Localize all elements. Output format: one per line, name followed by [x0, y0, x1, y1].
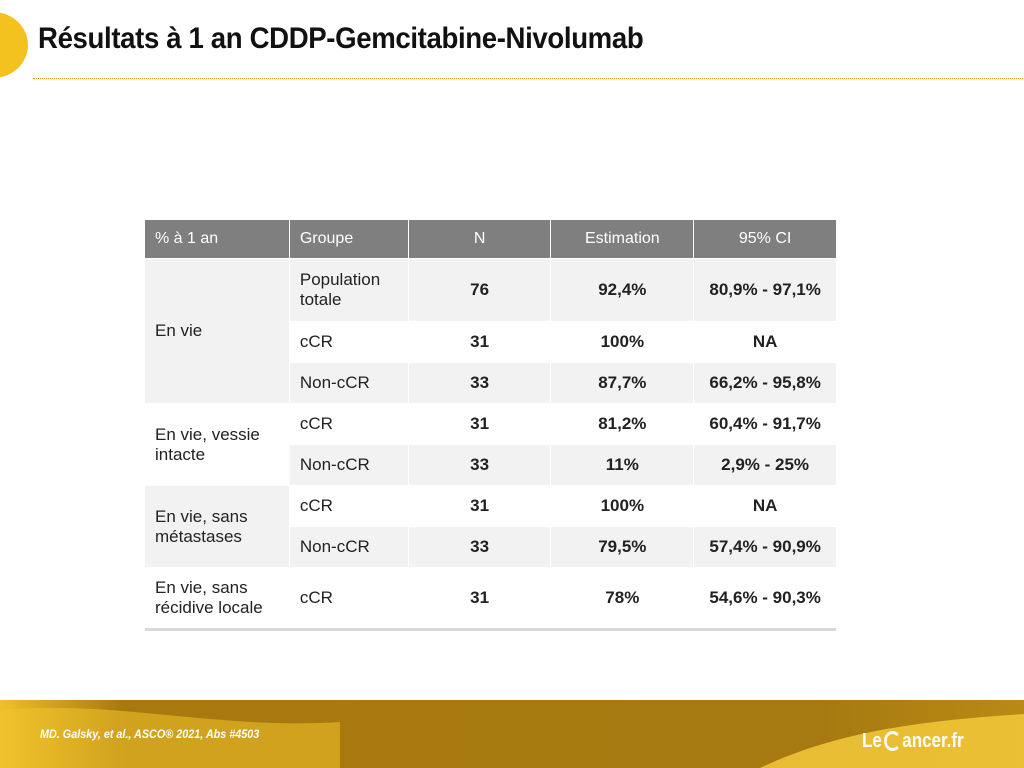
n-cell: 31 [408, 403, 552, 445]
n-cell: 31 [408, 321, 552, 363]
estimation-cell: 100% [550, 321, 695, 363]
results-table: % à 1 an Groupe N Estimation 95% CI En v… [145, 220, 836, 631]
groupe-cell: cCR [289, 485, 409, 527]
category-cell: En vie, vessie intacte [145, 403, 290, 486]
ci-cell: 54,6% - 90,3% [693, 567, 836, 630]
category-cell: En vie [145, 258, 290, 404]
estimation-cell: 78% [550, 567, 695, 630]
category-cell: En vie, sans métastases [145, 485, 290, 568]
table-row: En vie, vessie intacte cCR 31 81,2% 60,4… [145, 403, 836, 486]
n-cell: 33 [408, 444, 552, 486]
header-groupe: Groupe [289, 220, 409, 259]
citation-text: MD. Galsky, et al., ASCO® 2021, Abs #450… [40, 727, 260, 741]
estimation-cell: 92,4% [550, 258, 695, 322]
title-divider [33, 78, 1023, 79]
ci-cell: 80,9% - 97,1% [693, 258, 836, 322]
header-percent: % à 1 an [145, 220, 290, 259]
groupe-cell: Non-cCR [289, 362, 409, 404]
table-header-row: % à 1 an Groupe N Estimation 95% CI [145, 220, 836, 259]
groupe-cell: Non-cCR [289, 526, 409, 568]
ci-cell: 2,9% - 25% [693, 444, 836, 486]
table-row: En vie, sans métastases cCR 31 100% NA [145, 485, 836, 568]
accent-circle [0, 12, 28, 78]
n-cell: 31 [408, 567, 552, 630]
logo-c-icon [884, 731, 902, 751]
table-row: cCR 31 100% NA [145, 321, 836, 363]
footer-band [0, 700, 1024, 768]
ci-cell: 57,4% - 90,9% [693, 526, 836, 568]
estimation-cell: 11% [550, 444, 695, 486]
groupe-cell: Population totale [289, 258, 409, 322]
ci-cell: NA [693, 485, 836, 527]
header-estimation: Estimation [550, 220, 695, 259]
groupe-cell: cCR [289, 567, 409, 630]
page-title: Résultats à 1 an CDDP-Gemcitabine-Nivolu… [38, 22, 644, 55]
n-cell: 33 [408, 362, 552, 404]
groupe-cell: cCR [289, 403, 409, 445]
site-logo: Le ancer.fr [862, 730, 964, 753]
ci-cell: NA [693, 321, 836, 363]
groupe-cell: cCR [289, 321, 409, 363]
n-cell: 33 [408, 526, 552, 568]
estimation-cell: 87,7% [550, 362, 695, 404]
header-ci: 95% CI [693, 220, 836, 259]
table-row: En vie, sans récidive locale cCR 31 78% … [145, 567, 836, 630]
table-row: En vie Population totale 76 92,4% 80,9% … [145, 258, 836, 404]
estimation-cell: 79,5% [550, 526, 695, 568]
logo-suffix: ancer.fr [902, 730, 964, 752]
logo-prefix: Le [862, 730, 882, 752]
category-cell: En vie, sans récidive locale [145, 567, 290, 630]
n-cell: 76 [408, 258, 552, 322]
n-cell: 31 [408, 485, 552, 527]
footer-background [0, 700, 1024, 768]
ci-cell: 66,2% - 95,8% [693, 362, 836, 404]
estimation-cell: 100% [550, 485, 695, 527]
groupe-cell: Non-cCR [289, 444, 409, 486]
ci-cell: 60,4% - 91,7% [693, 403, 836, 445]
estimation-cell: 81,2% [550, 403, 695, 445]
header-n: N [408, 220, 552, 259]
